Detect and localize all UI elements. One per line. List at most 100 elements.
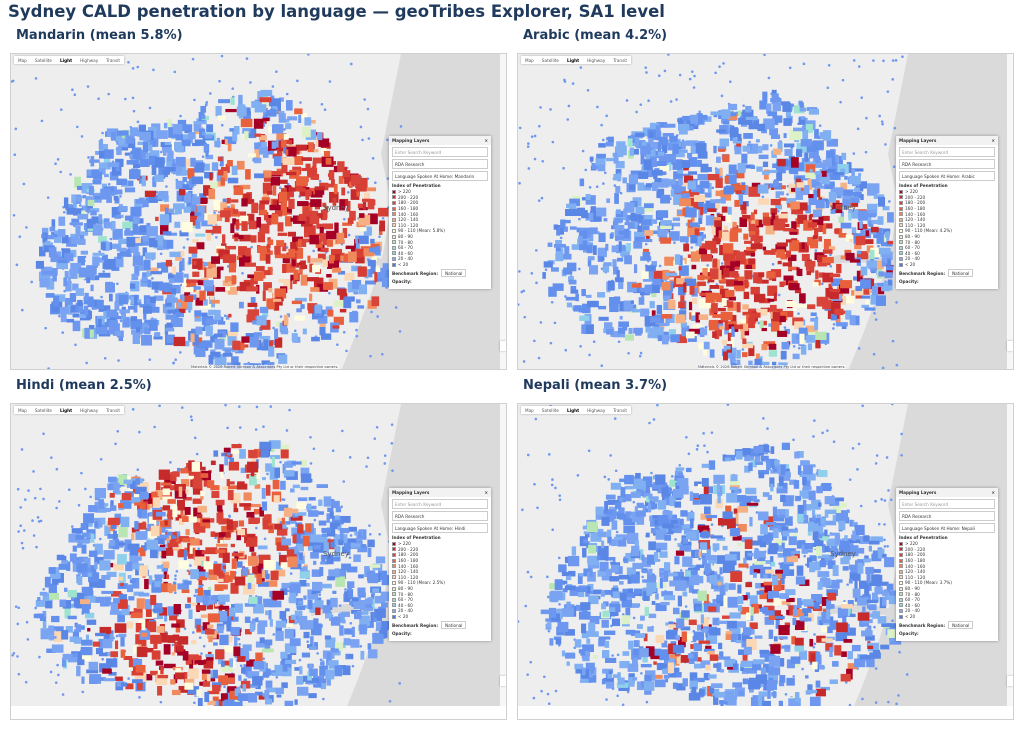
outlying-area: [209, 92, 212, 95]
map-tab[interactable]: Map: [18, 57, 27, 63]
sa1-area: [290, 583, 301, 594]
sa1-area: [542, 272, 546, 279]
sa1-area: [700, 207, 704, 216]
sa1-area: [264, 698, 272, 705]
sa1-area: [114, 189, 123, 195]
sa1-area: [341, 563, 352, 571]
sa1-area: [135, 199, 144, 204]
sa1-area: [205, 629, 215, 635]
sa1-area: [238, 675, 242, 681]
outlying-area: [588, 186, 592, 189]
sa1-area: [683, 243, 690, 252]
sa1-area: [167, 308, 180, 314]
map-tab[interactable]: Map: [525, 57, 534, 63]
outlying-area: [363, 98, 366, 101]
benchmark-select[interactable]: National: [441, 621, 467, 630]
layer-dropdown[interactable]: Language Spoken At Home: Hindi: [392, 523, 488, 533]
sa1-area: [568, 276, 574, 282]
sa1-area: [247, 153, 257, 157]
sa1-area: [87, 227, 94, 231]
map-tab[interactable]: Satellite: [34, 407, 52, 413]
outlying-area: [189, 415, 193, 418]
sa1-area: [840, 211, 844, 221]
search-box[interactable]: Enter Search Keyword: [392, 499, 488, 509]
zoom-control[interactable]: [500, 676, 506, 686]
sa1-area: [658, 322, 669, 327]
sa1-area: [303, 595, 307, 600]
sa1-area: [307, 589, 319, 600]
sa1-area: [250, 468, 255, 477]
sa1-area: [137, 680, 143, 690]
sa1-area: [691, 215, 695, 222]
map-tab[interactable]: Satellite: [541, 57, 559, 63]
sa1-area: [725, 271, 736, 278]
sa1-area: [131, 533, 135, 541]
sa1-area: [322, 202, 327, 207]
sa1-area: [712, 314, 723, 318]
layers-header: Mapping Layers ×: [896, 136, 998, 145]
map-tab[interactable]: Highway: [587, 57, 606, 63]
map-tab[interactable]: Highway: [80, 407, 99, 413]
panel-title: Mandarin (mean 5.8%): [16, 28, 183, 43]
sa1-area: [201, 220, 213, 227]
sa1-area: [184, 287, 194, 293]
sa1-area: [691, 264, 697, 270]
outlying-area: [80, 471, 83, 475]
layer-dropdown[interactable]: Language Spoken At Home: Mandarin: [392, 171, 488, 181]
map-tab[interactable]: Transit: [106, 407, 121, 413]
sa1-area: [247, 309, 260, 317]
search-box[interactable]: Enter Search Keyword: [392, 147, 488, 157]
sa1-area: [351, 597, 359, 602]
map-tab[interactable]: Highway: [80, 57, 99, 63]
benchmark-select[interactable]: National: [441, 269, 467, 278]
sa1-area: [109, 610, 122, 615]
map-tab[interactable]: Transit: [613, 57, 628, 63]
map-tab[interactable]: Map: [18, 407, 27, 413]
sa1-area: [690, 251, 700, 262]
sa1-area: [114, 676, 123, 681]
close-button[interactable]: ×: [991, 138, 995, 143]
sa1-area: [308, 693, 317, 699]
sa1-area: [204, 134, 213, 139]
map-tab[interactable]: Satellite: [34, 57, 52, 63]
sa1-area: [223, 646, 234, 653]
outlying-area: [191, 57, 195, 61]
map-tab[interactable]: Light: [60, 407, 73, 413]
sa1-area: [785, 250, 792, 258]
sa1-area: [187, 549, 194, 559]
source-dropdown[interactable]: RDA Research: [392, 511, 488, 521]
sa1-area: [311, 258, 323, 263]
layer-dropdown[interactable]: Language Spoken At Home: Arabic: [899, 171, 995, 181]
sa1-area: [291, 461, 302, 465]
sa1-area: [80, 538, 91, 544]
zoom-control[interactable]: [1007, 341, 1013, 351]
map-tab[interactable]: Transit: [106, 57, 121, 63]
sa1-area: [78, 267, 89, 278]
sa1-area: [110, 524, 117, 529]
close-button[interactable]: ×: [484, 490, 488, 495]
zoom-control[interactable]: [500, 341, 506, 351]
benchmark-select[interactable]: National: [948, 269, 974, 278]
sa1-area: [830, 208, 836, 214]
sa1-area: [612, 259, 617, 268]
outlying-area: [12, 651, 16, 655]
sa1-area: [651, 310, 656, 316]
search-box[interactable]: Enter Search Keyword: [899, 147, 995, 157]
sa1-area: [553, 243, 566, 248]
sa1-area: [113, 563, 124, 571]
sa1-area: [92, 169, 101, 175]
outlying-area: [788, 66, 792, 70]
source-dropdown[interactable]: RDA Research: [899, 159, 995, 169]
map-tab[interactable]: Light: [567, 57, 580, 63]
map-tab[interactable]: Light: [60, 57, 73, 63]
sa1-area: [218, 518, 230, 525]
sa1-area: [111, 207, 121, 218]
sa1-area: [125, 228, 131, 232]
sa1-area: [742, 304, 749, 310]
source-dropdown[interactable]: RDA Research: [392, 159, 488, 169]
close-button[interactable]: ×: [484, 138, 488, 143]
sa1-area: [591, 163, 600, 170]
sa1-area: [750, 220, 759, 224]
sa1-area: [203, 665, 213, 674]
sa1-area: [162, 303, 170, 314]
